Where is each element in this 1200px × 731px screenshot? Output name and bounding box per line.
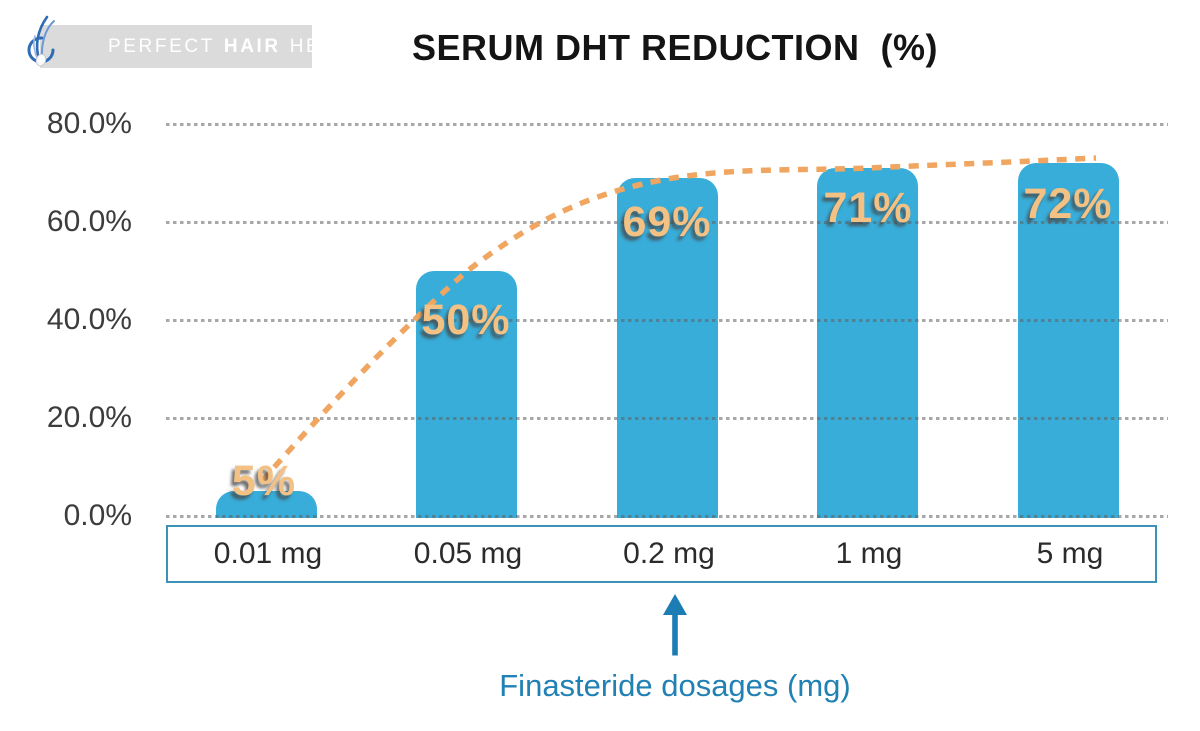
bar-value-label-50: 50% (421, 296, 511, 344)
hair-follicle-icon (27, 15, 55, 67)
brand-name: PERFECT HAIR HEALTH (40, 25, 376, 68)
y-tick-60: 60.0% (46, 205, 132, 238)
x-label-5mg: 5 mg (1036, 537, 1104, 570)
y-tick-0: 0.0% (63, 499, 132, 532)
x-label-0-2mg: 0.2 mg (623, 537, 715, 570)
brand-word-perfect: PERFECT (108, 35, 215, 57)
bar-value-label-69: 69% (622, 198, 712, 246)
bar-value-label-5: 5% (231, 457, 297, 505)
y-tick-80: 80.0% (46, 107, 132, 140)
gridline-40 (166, 319, 1168, 322)
brand-word-health: HEALTH (289, 35, 379, 57)
x-axis-title: Finasteride dosages (mg) (499, 668, 851, 703)
chart-title: SERUM DHT REDUCTION (%) (412, 27, 938, 68)
y-tick-40: 40.0% (46, 303, 132, 336)
up-arrow-icon (663, 594, 687, 656)
y-tick-20: 20.0% (46, 401, 132, 434)
x-label-1mg: 1 mg (835, 537, 903, 570)
gridline-0 (166, 515, 1168, 518)
x-label-0-01mg: 0.01 mg (213, 537, 323, 570)
brand-logo: PERFECT HAIR HEALTH (40, 25, 376, 68)
bar-0-01mg (216, 491, 317, 518)
x-label-0-05mg: 0.05 mg (413, 537, 523, 570)
gridline-80 (166, 123, 1168, 126)
gridline-20 (166, 417, 1168, 420)
brand-word-hair: HAIR (223, 35, 281, 57)
bar-value-label-71: 71% (823, 184, 913, 232)
x-axis-label-box: 0.01 mg 0.05 mg 0.2 mg 1 mg 5 mg (166, 525, 1157, 583)
bar-value-label-72: 72% (1023, 180, 1113, 228)
